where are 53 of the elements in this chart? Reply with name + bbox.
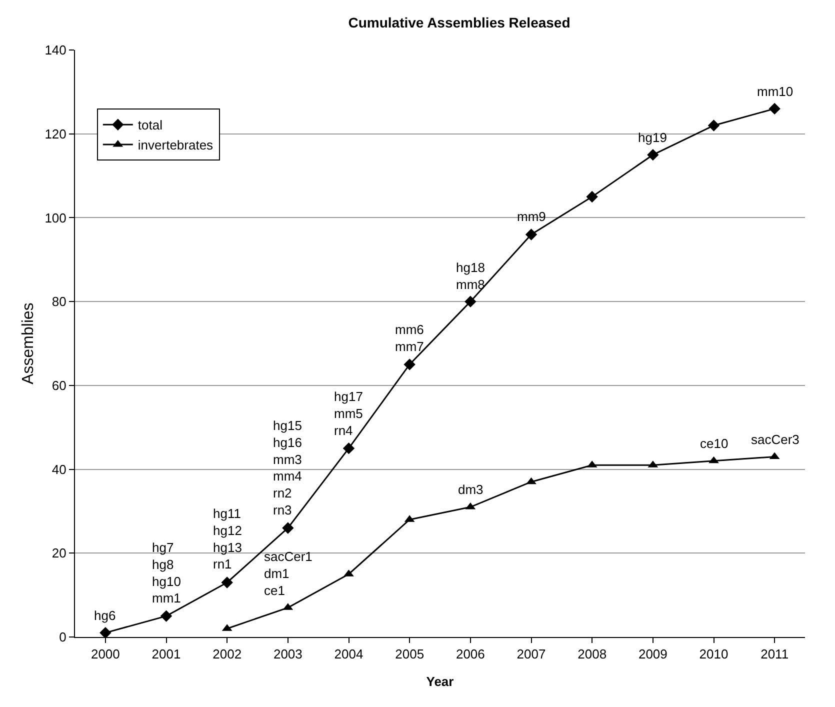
legend-label: invertebrates [138,138,214,153]
annotation: hg18 mm8 [456,260,485,292]
point [647,148,659,161]
y-tick-label: 60 [52,378,66,393]
x-tick-label: 2007 [516,646,546,662]
x-axis-title: Year [426,674,454,689]
chart-title: Cumulative Assemblies Released [348,14,570,30]
annotation: hg15 hg16 mm3 mm4 rn2 rn3 [273,418,302,518]
point [464,296,476,308]
point [525,228,538,240]
point [282,522,294,534]
annotation: hg7 hg8 hg10 mm1 [152,540,181,606]
x-tick-label: 2003 [273,646,302,662]
point [708,456,719,464]
annotation: mm6 mm7 [395,322,424,354]
annotation: hg19 [638,130,667,145]
point [768,102,780,115]
x-tick-label: 2005 [395,646,424,662]
annotation: ce10 [700,436,728,451]
point [586,190,598,203]
annotation: hg17 mm5 rn4 [334,389,363,438]
y-tick-label: 0 [59,630,66,645]
annotation: mm9 [517,209,546,224]
point [404,358,416,370]
x-tick-label: 2008 [578,646,607,662]
annotation: sacCer1 dm1 ce1 [264,549,312,598]
legend-label: total [138,118,163,133]
annotation: hg11 hg12 hg13 rn1 [213,506,242,572]
x-tick-label: 2010 [699,646,728,662]
y-tick-label: 100 [44,210,66,226]
point [221,576,233,588]
y-tick-label: 40 [52,462,66,477]
x-tick-label: 2011 [760,646,789,662]
x-tick-label: 2002 [212,646,242,662]
point [708,120,720,132]
y-tick-label: 20 [52,546,66,561]
annotation: mm10 [757,84,794,99]
point [160,610,172,622]
x-tick-label: 2004 [334,646,364,662]
annotation: dm3 [458,482,484,497]
point [100,626,112,637]
x-tick-label: 2001 [152,646,181,662]
annotation: hg6 [94,608,116,623]
y-tick-label: 120 [44,126,66,142]
x-tick-label: 2009 [638,646,668,662]
point [526,477,536,484]
x-tick-label: 2006 [456,646,485,662]
y-axis-title: Assemblies [20,302,37,384]
y-tick-label: 80 [52,294,66,310]
annotation: sacCer3 [751,432,800,447]
y-tick-label: 140 [44,42,66,58]
x-tick-label: 2000 [90,646,120,662]
point [342,442,355,454]
